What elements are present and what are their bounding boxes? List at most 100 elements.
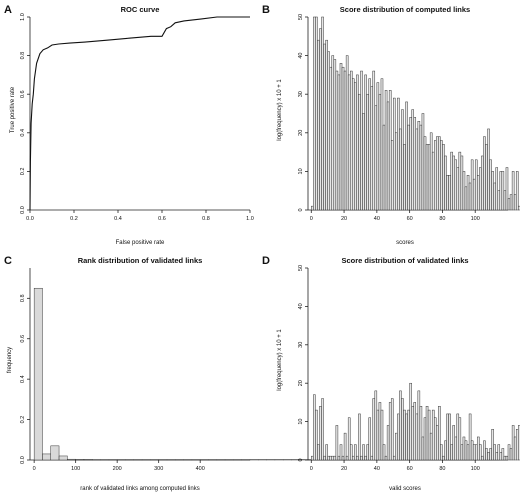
panel-c-xlabel: rank of validated links among computed l… [80, 486, 199, 492]
panel-d-bar [417, 390, 421, 461]
panel-b-x-tick-label: 80 [439, 216, 445, 222]
panel-b-bar [380, 78, 384, 211]
panel-b-y-tick-label: 30 [298, 91, 304, 97]
panel-b-bar [462, 171, 466, 211]
panel-b-bar [444, 155, 447, 211]
panel-d-bar [347, 417, 351, 461]
panel-b-bar [491, 171, 494, 211]
panel-d-x-tick-label: 40 [374, 466, 380, 472]
panel-c-y-tick-label: 0.0 [20, 456, 26, 464]
panel-b-x-tick-label: 60 [407, 216, 413, 222]
panel-a-xlabel: False positive rate [116, 240, 165, 246]
panel-d-bar [452, 425, 455, 461]
panel-d-bar [518, 425, 520, 461]
panel-d-bar [372, 398, 376, 461]
panel-b-bar [458, 151, 462, 211]
panel-b-xlabel: scores [396, 240, 414, 246]
panel-c-bar [75, 459, 85, 461]
panel-d-bar [438, 406, 441, 461]
panel-b-bar [423, 136, 427, 211]
panel-b-bar [438, 136, 441, 211]
panel-b-bar [481, 155, 484, 211]
panel-c-x-tick-label: 100 [71, 466, 80, 472]
panel-c-bar [58, 455, 68, 461]
panel-d-bar [354, 444, 357, 461]
panel-d-bar [315, 409, 318, 461]
panel-b-bar [333, 59, 337, 211]
panel-d-bar [378, 402, 382, 461]
panel-d-bar [325, 444, 328, 461]
panel-b-bar [384, 90, 388, 211]
panel-d-bar [313, 394, 316, 461]
panel-b-bar [372, 70, 376, 211]
panel-c-ylabel: frequency [7, 347, 13, 373]
panel-b-bar [313, 16, 316, 211]
panel-b-bar [456, 167, 460, 211]
panel-d-bar [436, 425, 439, 461]
panel-d-bar [349, 444, 353, 461]
panel-b-bar [374, 105, 378, 211]
panel-d-bar [515, 429, 519, 461]
panel-d-bar [458, 417, 462, 461]
panel-d-x-tick-label: 60 [407, 466, 413, 472]
panel-c-title: Rank distribution of validated links [78, 256, 203, 265]
panel-b-bar [470, 159, 474, 211]
panel-b-bar [329, 66, 332, 211]
panel-d-bar [337, 455, 341, 461]
panel-b-bar [518, 205, 520, 211]
panel-c-y-tick-label: 0.6 [20, 335, 26, 343]
panel-b-bar [354, 82, 357, 211]
panel-d-bar [440, 444, 443, 461]
panel-d-bar [380, 409, 384, 461]
panel-b-bar [343, 70, 347, 211]
panel-b-y-tick-label: 40 [298, 53, 304, 59]
panel-d-y-tick-label: 10 [298, 419, 304, 425]
panel-d-bar [460, 444, 464, 461]
panel-d-bar [413, 402, 417, 461]
panel-b-bar [429, 132, 433, 211]
panel-d-bar [462, 436, 466, 461]
panel-d-bar [505, 455, 509, 461]
panel-d-bar [311, 455, 314, 461]
panel-d-bar [397, 413, 400, 461]
panel-d-x-tick-label: 100 [471, 466, 480, 472]
panel-d-bar [511, 425, 515, 461]
panel-b-bar [407, 124, 410, 211]
panel-d-bar [393, 455, 396, 461]
panel-c-bar [42, 453, 51, 461]
panel-b-bar [503, 190, 507, 211]
panel-a-roc-line [29, 16, 250, 211]
panel-b-bar [327, 51, 330, 211]
panel-b-bar [421, 113, 425, 211]
panel-d-bar [319, 406, 322, 461]
panel-b-bar [450, 151, 453, 211]
panel-b-x-tick-label: 20 [341, 216, 347, 222]
panel-b-bar [409, 117, 412, 211]
panel-b-bar [474, 159, 478, 211]
panel-b-bar [397, 97, 400, 211]
panel-b-bar [349, 70, 353, 211]
panel-d-bar [403, 409, 406, 461]
panel-b-bar [352, 78, 355, 211]
panel-b-y-tick-label: 50 [298, 14, 304, 20]
panel-d-bar [356, 455, 359, 461]
panel-d-bar [454, 436, 457, 461]
panel-d-bar [423, 417, 427, 461]
panel-b-bar [472, 178, 476, 211]
panel-b-bar [403, 144, 406, 211]
panel-d-bar [341, 455, 345, 461]
panel-b-x-tick-label: 100 [471, 216, 480, 222]
panel-d-bar [415, 413, 419, 461]
panel-d-y-tick-label: 30 [298, 342, 304, 348]
panel-d-bar [384, 455, 388, 461]
panel-d-bar [499, 452, 503, 461]
panel-d-bar [446, 413, 449, 461]
panel-d-bar [442, 455, 445, 461]
panel-d-bar [366, 444, 369, 461]
panel-b-bar [325, 39, 328, 211]
panel-b-bar [345, 55, 349, 211]
panel-b-bar [347, 74, 351, 211]
panel-b-bar [360, 70, 363, 211]
panel-d-title: Score distribution of validated links [341, 256, 468, 265]
panel-a-y-tick-label: 1.0 [20, 13, 26, 21]
